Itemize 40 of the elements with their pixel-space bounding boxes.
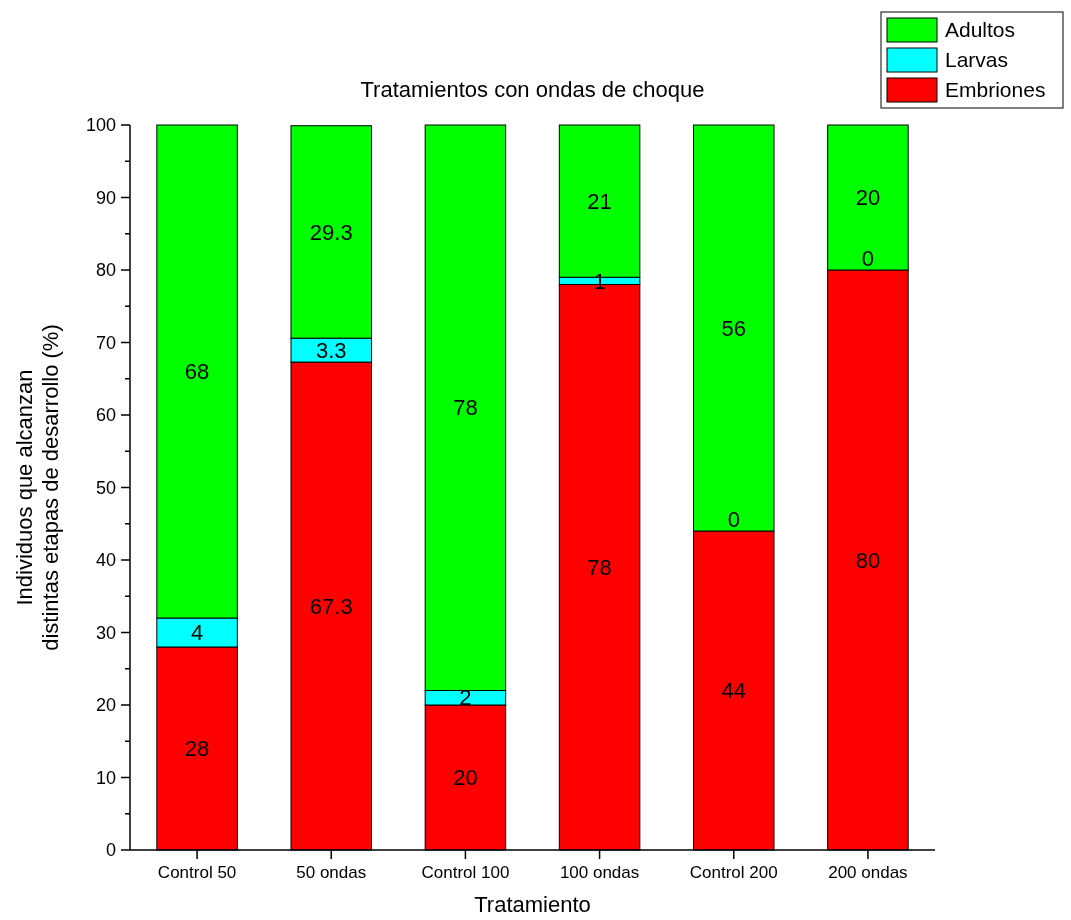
data-label: 21	[587, 188, 612, 214]
data-label: 4	[190, 620, 204, 646]
data-label: 80	[855, 547, 881, 573]
data-label: 1	[593, 268, 606, 294]
y-tick-label: 70	[95, 332, 116, 353]
data-label: 28	[184, 736, 210, 762]
data-label: 67.3	[309, 593, 353, 619]
x-tick-label: Control 50	[157, 863, 237, 882]
y-tick-label: 50	[95, 477, 116, 498]
data-label: 29.3	[309, 219, 353, 245]
x-axis-title: Tratamiento	[474, 892, 591, 917]
y-axis-title: Individuos que alcanzan distintas etapas de desarrollo (%)	[12, 324, 63, 651]
data-label: 3.3	[315, 337, 347, 363]
y-tick-label: 30	[95, 622, 116, 643]
x-tick-label: 50 ondas	[296, 863, 367, 882]
data-label: 56	[721, 315, 746, 341]
data-label: 78	[453, 395, 478, 421]
chart-title: Tratamientos con ondas de choque	[360, 77, 705, 102]
data-label: 78	[587, 554, 612, 580]
legend-label: Embriones	[945, 78, 1046, 102]
annotation: 0	[861, 246, 875, 271]
legend-label: Larvas	[945, 48, 1009, 72]
data-label: 20	[453, 765, 478, 791]
y-tick-label: 10	[95, 767, 116, 788]
x-tick-label: 200 ondas	[828, 863, 908, 882]
x-tick-label: Control 200	[689, 863, 778, 882]
y-tick-label: 90	[95, 187, 116, 208]
annotation: 0	[727, 507, 740, 532]
data-label: 44	[721, 678, 746, 704]
y-tick-label: 80	[95, 260, 116, 281]
y-tick-label: 20	[95, 695, 116, 716]
y-tick-label: 60	[95, 405, 116, 426]
y-tick-label: 40	[95, 550, 116, 571]
x-tick-label: Control 100	[421, 863, 510, 882]
x-tick-label: 100 ondas	[559, 863, 640, 882]
legend-label: Adultos	[945, 18, 1016, 42]
data-label: 68	[184, 359, 210, 385]
data-label: 20	[855, 185, 881, 211]
y-tick-label: 100	[85, 115, 116, 136]
y-tick-label: 0	[105, 840, 116, 861]
